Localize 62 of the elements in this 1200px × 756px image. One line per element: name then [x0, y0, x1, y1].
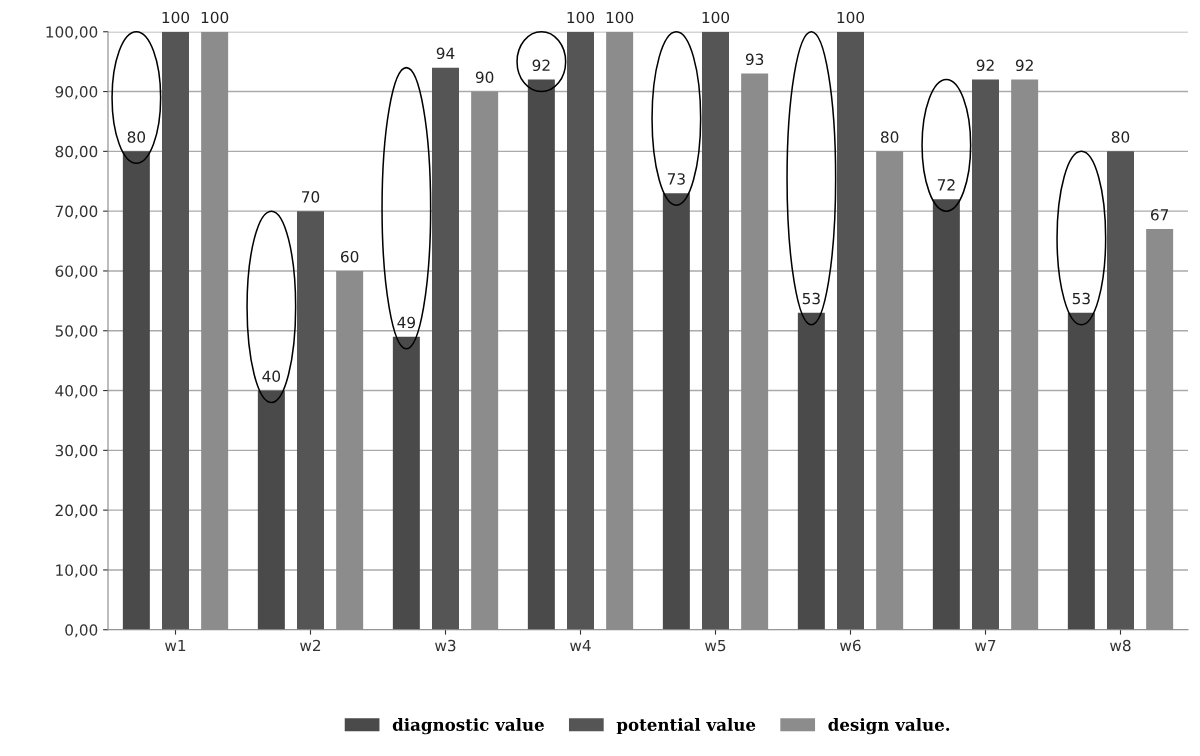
y-tick-label: 10,00: [56, 564, 98, 578]
x-tick-label: w3: [435, 639, 456, 652]
y-tick-label: 90,00: [55, 86, 98, 100]
data-label: 100: [702, 11, 730, 24]
data-label: 80: [880, 131, 899, 143]
x-tick-label: w2: [300, 639, 321, 652]
legend-label: diagnostic value: [392, 717, 544, 735]
bar: [297, 211, 324, 630]
legend-label: design value.: [828, 717, 950, 735]
legend-label: potential value: [616, 717, 756, 735]
data-label: 80: [127, 131, 146, 143]
data-label: 100: [201, 11, 229, 24]
x-tick-label: w7: [975, 639, 996, 652]
y-tick-label: 100,00: [46, 26, 98, 40]
bar: [1067, 312, 1095, 630]
data-label: 80: [1111, 131, 1130, 143]
y-tick-label: 20,00: [55, 504, 98, 518]
data-label: 40: [262, 370, 281, 383]
bar: [527, 79, 555, 630]
bar: [932, 199, 960, 630]
y-tick-label: 40,00: [55, 385, 98, 399]
y-tick-label: 50,00: [55, 325, 98, 339]
data-label: 72: [937, 179, 955, 191]
data-label: 100: [606, 11, 634, 24]
y-tick-label: 60,00: [55, 265, 98, 279]
bar: [662, 193, 690, 630]
bar: [567, 31, 594, 630]
bar: [392, 336, 420, 630]
data-label: 70: [302, 191, 320, 203]
data-label: 100: [567, 11, 595, 24]
bar: [162, 31, 189, 630]
bar: [432, 67, 459, 630]
bar: [797, 312, 825, 630]
bar: [1107, 151, 1134, 630]
y-tick-label: 70,00: [55, 205, 98, 219]
data-label: 93: [745, 53, 764, 66]
bar: [972, 79, 999, 630]
data-label: 92: [532, 59, 550, 72]
bar: [257, 390, 285, 630]
bar: [122, 151, 150, 630]
bar: [702, 31, 729, 630]
x-tick-label: w6: [840, 639, 861, 652]
data-label: 94: [436, 47, 455, 60]
x-tick-label: w4: [570, 639, 591, 652]
data-label: 92: [1015, 59, 1033, 72]
data-label: 73: [667, 173, 685, 185]
x-tick-label: w1: [165, 639, 186, 652]
data-label: 92: [976, 59, 994, 72]
data-label: 53: [1072, 292, 1090, 305]
x-tick-label: w8: [1110, 639, 1131, 652]
data-label: 49: [397, 316, 415, 329]
data-label: 90: [475, 71, 494, 84]
y-tick-label: 0,00: [65, 624, 98, 638]
data-label: 67: [1151, 209, 1169, 221]
data-label: 60: [341, 250, 359, 263]
y-tick-label: 30,00: [55, 444, 98, 458]
data-label: 100: [162, 11, 190, 24]
data-label: 100: [837, 11, 865, 24]
data-label: 53: [802, 292, 820, 305]
bar: [837, 31, 864, 630]
y-tick-label: 80,00: [55, 145, 98, 159]
x-tick-label: w5: [705, 639, 726, 652]
